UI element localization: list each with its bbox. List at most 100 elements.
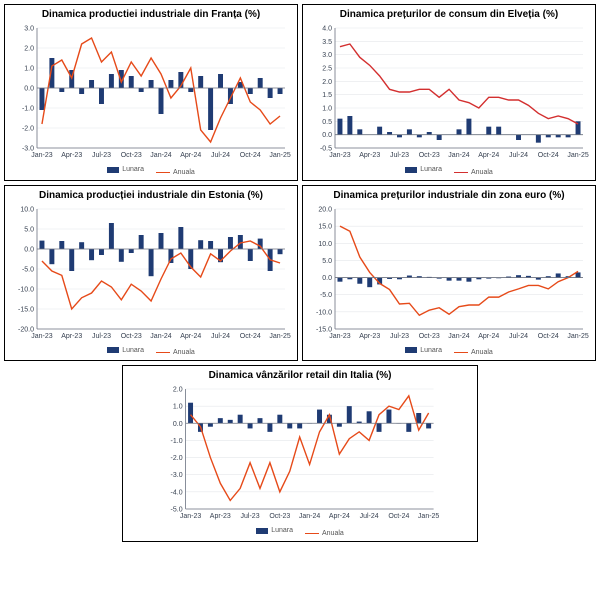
legend-line: Anuala bbox=[454, 169, 493, 176]
svg-text:Apr-23: Apr-23 bbox=[359, 333, 380, 340]
svg-text:Jul-23: Jul-23 bbox=[92, 333, 111, 340]
svg-text:-10.0: -10.0 bbox=[316, 309, 332, 316]
chart-title: Dinamica vânzărilor retail din Italia (%… bbox=[127, 370, 472, 381]
svg-text:Apr-23: Apr-23 bbox=[61, 152, 82, 159]
chart-svg: -5.0-4.0-3.0-2.0-1.00.01.02.0Jan-23Apr-2… bbox=[127, 385, 472, 525]
svg-text:1.0: 1.0 bbox=[173, 404, 183, 411]
svg-text:-5.0: -5.0 bbox=[320, 292, 332, 299]
svg-text:4.0: 4.0 bbox=[322, 26, 332, 33]
svg-text:Jan-24: Jan-24 bbox=[448, 152, 470, 159]
legend-bar-label: Lunara bbox=[420, 347, 442, 354]
legend-bar: Lunara bbox=[256, 527, 293, 534]
legend-line: Anuala bbox=[156, 349, 195, 356]
chart-panel-swiss: Dinamica prețurilor de consum din Elveți… bbox=[302, 4, 596, 181]
svg-text:0.0: 0.0 bbox=[24, 86, 34, 93]
legend-line-label: Anuala bbox=[173, 169, 195, 176]
chart-panel-france: Dinamica productiei industriale din Fran… bbox=[4, 4, 298, 181]
svg-text:-10.0: -10.0 bbox=[18, 286, 34, 293]
legend-bar-label: Lunara bbox=[122, 166, 144, 173]
chart-legend: Lunara Anuala bbox=[307, 347, 591, 357]
bars bbox=[188, 403, 431, 432]
svg-text:Jan-23: Jan-23 bbox=[180, 513, 202, 520]
bars bbox=[39, 58, 282, 130]
chart-svg: -15.0-10.0-5.00.05.010.015.020.0Jan-23Ap… bbox=[307, 205, 591, 345]
svg-text:Jan-24: Jan-24 bbox=[448, 333, 470, 340]
line bbox=[42, 241, 280, 309]
svg-text:-1.0: -1.0 bbox=[22, 106, 34, 113]
legend-bar-label: Lunara bbox=[271, 527, 293, 534]
svg-text:Jan-24: Jan-24 bbox=[150, 333, 172, 340]
svg-text:Oct-23: Oct-23 bbox=[121, 152, 142, 159]
chart-legend: Lunara Anuala bbox=[9, 347, 293, 357]
svg-text:Jan-25: Jan-25 bbox=[567, 152, 589, 159]
line bbox=[191, 396, 429, 501]
svg-text:-2.0: -2.0 bbox=[22, 126, 34, 133]
svg-text:-2.0: -2.0 bbox=[171, 455, 183, 462]
svg-text:-1.0: -1.0 bbox=[171, 438, 183, 445]
svg-text:-3.0: -3.0 bbox=[171, 472, 183, 479]
chart-svg: -0.50.00.51.01.52.02.53.03.54.0Jan-23Apr… bbox=[307, 24, 591, 164]
svg-text:Oct-23: Oct-23 bbox=[270, 513, 291, 520]
svg-text:Oct-23: Oct-23 bbox=[419, 152, 440, 159]
svg-text:Apr-24: Apr-24 bbox=[478, 152, 499, 159]
svg-text:Apr-24: Apr-24 bbox=[478, 333, 499, 340]
svg-text:Oct-24: Oct-24 bbox=[240, 333, 261, 340]
line bbox=[340, 226, 578, 315]
bars bbox=[337, 116, 580, 143]
svg-text:Jan-23: Jan-23 bbox=[329, 333, 351, 340]
svg-text:Jan-23: Jan-23 bbox=[31, 333, 53, 340]
legend-bar: Lunara bbox=[405, 166, 442, 173]
svg-text:5.0: 5.0 bbox=[24, 226, 34, 233]
svg-text:Jan-23: Jan-23 bbox=[329, 152, 351, 159]
svg-text:1.0: 1.0 bbox=[322, 106, 332, 113]
legend-line-label: Anuala bbox=[471, 349, 493, 356]
legend-line-label: Anuala bbox=[471, 169, 493, 176]
svg-text:Jul-24: Jul-24 bbox=[211, 152, 230, 159]
legend-bar: Lunara bbox=[107, 166, 144, 173]
svg-text:2.5: 2.5 bbox=[322, 66, 332, 73]
svg-text:Oct-23: Oct-23 bbox=[419, 333, 440, 340]
chart-title: Dinamica prețurilor industriale din zona… bbox=[307, 190, 591, 201]
svg-text:Jul-24: Jul-24 bbox=[509, 152, 528, 159]
svg-text:10.0: 10.0 bbox=[20, 206, 34, 213]
legend-line-label: Anuala bbox=[322, 530, 344, 537]
svg-text:0.0: 0.0 bbox=[24, 246, 34, 253]
chart-title: Dinamica producției industriale din Esto… bbox=[9, 190, 293, 201]
chart-svg: -3.0-2.0-1.00.01.02.03.0Jan-23Apr-23Jul-… bbox=[9, 24, 293, 164]
legend-bar: Lunara bbox=[107, 347, 144, 354]
svg-text:3.5: 3.5 bbox=[322, 39, 332, 46]
svg-text:Jan-25: Jan-25 bbox=[418, 513, 440, 520]
svg-text:Jan-25: Jan-25 bbox=[567, 333, 589, 340]
svg-text:Jul-23: Jul-23 bbox=[92, 152, 111, 159]
bars bbox=[337, 272, 580, 287]
svg-text:15.0: 15.0 bbox=[318, 223, 332, 230]
svg-text:0.5: 0.5 bbox=[322, 119, 332, 126]
svg-text:Jul-23: Jul-23 bbox=[241, 513, 260, 520]
legend-bar-label: Lunara bbox=[122, 347, 144, 354]
chart-legend: Lunara Anuala bbox=[9, 166, 293, 176]
svg-text:Jan-25: Jan-25 bbox=[269, 152, 291, 159]
svg-text:Apr-23: Apr-23 bbox=[210, 513, 231, 520]
svg-text:2.0: 2.0 bbox=[322, 79, 332, 86]
legend-line: Anuala bbox=[454, 349, 493, 356]
chart-title: Dinamica prețurilor de consum din Elveți… bbox=[307, 9, 591, 20]
line bbox=[340, 44, 578, 124]
svg-text:Jan-24: Jan-24 bbox=[299, 513, 321, 520]
chart-panel-italy: Dinamica vânzărilor retail din Italia (%… bbox=[122, 365, 477, 542]
svg-text:Jul-24: Jul-24 bbox=[360, 513, 379, 520]
svg-text:2.0: 2.0 bbox=[24, 46, 34, 53]
chart-legend: Lunara Anuala bbox=[307, 166, 591, 176]
chart-svg: -20.0-15.0-10.0-5.00.05.010.0Jan-23Apr-2… bbox=[9, 205, 293, 345]
svg-text:3.0: 3.0 bbox=[322, 52, 332, 59]
svg-text:Apr-24: Apr-24 bbox=[329, 513, 350, 520]
svg-text:Apr-23: Apr-23 bbox=[359, 152, 380, 159]
svg-text:1.0: 1.0 bbox=[24, 66, 34, 73]
legend-line: Anuala bbox=[156, 169, 195, 176]
svg-text:Jan-24: Jan-24 bbox=[150, 152, 172, 159]
svg-text:0.0: 0.0 bbox=[322, 275, 332, 282]
svg-text:Jul-23: Jul-23 bbox=[390, 152, 409, 159]
svg-text:Jan-23: Jan-23 bbox=[31, 152, 53, 159]
chart-panel-euro: Dinamica prețurilor industriale din zona… bbox=[302, 185, 596, 362]
svg-text:Oct-23: Oct-23 bbox=[121, 333, 142, 340]
svg-text:-15.0: -15.0 bbox=[18, 306, 34, 313]
